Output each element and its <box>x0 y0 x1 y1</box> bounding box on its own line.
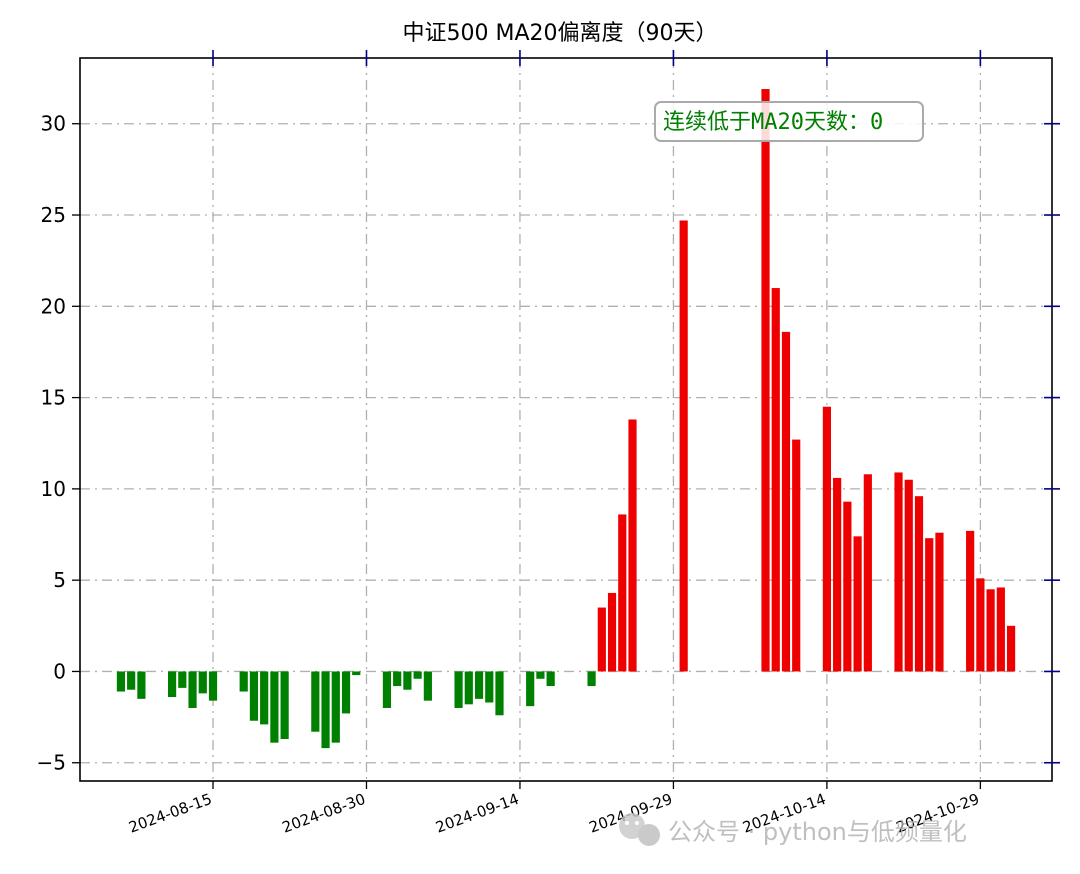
bar <box>260 671 269 725</box>
bar <box>454 671 463 708</box>
bar <box>536 671 545 679</box>
grid <box>80 58 1052 781</box>
bar <box>618 514 627 672</box>
bar <box>127 671 136 690</box>
bar <box>270 671 279 743</box>
annotation-box: 连续低于MA20天数：0 <box>654 101 924 142</box>
chart-title: 中证500 MA20偏离度（90天） <box>402 21 717 46</box>
y-tick-label: 15 <box>41 386 66 410</box>
x-tick-label: 2024-09-14 <box>433 790 521 837</box>
bar <box>771 288 780 672</box>
watermark: 公众号 · python与低频量化 <box>619 813 967 846</box>
y-tick-label: 0 <box>53 659 66 683</box>
y-tick-label: 5 <box>53 568 66 592</box>
bar <box>781 331 791 672</box>
bar <box>321 671 330 749</box>
plot-frame <box>79 57 1053 782</box>
bar <box>853 536 862 672</box>
bars <box>116 89 1016 749</box>
bar <box>597 607 606 672</box>
bar <box>925 538 934 672</box>
bar <box>137 671 146 699</box>
bar <box>403 671 412 690</box>
bar <box>393 671 402 687</box>
bar <box>843 501 852 672</box>
bar <box>239 671 248 692</box>
x-tick-label: 2024-08-30 <box>280 790 368 837</box>
y-tick-label: −5 <box>37 751 66 775</box>
watermark-text: 公众号 · python与低频量化 <box>668 818 967 846</box>
bar <box>1006 625 1016 672</box>
bar <box>382 671 392 708</box>
bar <box>526 671 535 707</box>
bar <box>208 671 218 701</box>
bar <box>996 587 1005 672</box>
bar <box>587 671 596 687</box>
bar <box>822 406 831 672</box>
bar <box>331 671 340 743</box>
bar <box>935 532 944 672</box>
bar <box>792 439 801 672</box>
bar <box>628 419 637 672</box>
bar <box>464 671 473 705</box>
bar <box>761 89 770 672</box>
bar <box>413 671 422 679</box>
bar <box>904 479 913 672</box>
x-tick-label: 2024-08-15 <box>126 790 214 837</box>
annotation-text: 连续低于MA20天数：0 <box>663 110 883 135</box>
bar <box>116 671 126 692</box>
bar <box>474 671 484 699</box>
bar <box>679 220 688 672</box>
bar <box>167 671 177 698</box>
bar <box>198 671 207 694</box>
bar <box>485 671 494 703</box>
bar <box>914 496 924 672</box>
bar <box>986 589 995 672</box>
bar <box>249 671 259 721</box>
wechat-icon <box>619 813 660 846</box>
bar <box>423 671 432 701</box>
bar <box>280 671 289 740</box>
bar <box>341 671 351 714</box>
bar <box>311 671 320 732</box>
bar <box>188 671 197 708</box>
bar <box>546 671 555 687</box>
bar <box>178 671 187 688</box>
bar <box>833 477 842 672</box>
bar <box>495 671 504 716</box>
y-tick-label: 30 <box>41 112 66 136</box>
bar <box>976 578 985 672</box>
bar <box>607 592 617 672</box>
y-tick-label: 20 <box>41 294 66 318</box>
bar <box>352 671 361 676</box>
bar <box>966 530 975 672</box>
bar <box>894 472 903 672</box>
axes: −5 0 5 10 15 20 25 30 2024-08-15 2024-08-30 2024-0… <box>37 50 1060 837</box>
bar <box>863 474 872 672</box>
y-tick-label: 10 <box>41 477 66 501</box>
y-tick-label: 25 <box>41 203 66 227</box>
